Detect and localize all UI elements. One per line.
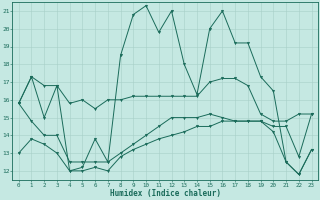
X-axis label: Humidex (Indice chaleur): Humidex (Indice chaleur) xyxy=(110,189,220,198)
